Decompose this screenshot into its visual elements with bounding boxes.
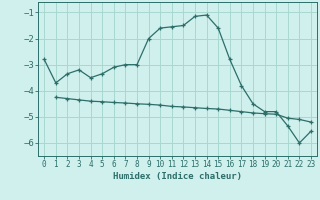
X-axis label: Humidex (Indice chaleur): Humidex (Indice chaleur) — [113, 172, 242, 181]
